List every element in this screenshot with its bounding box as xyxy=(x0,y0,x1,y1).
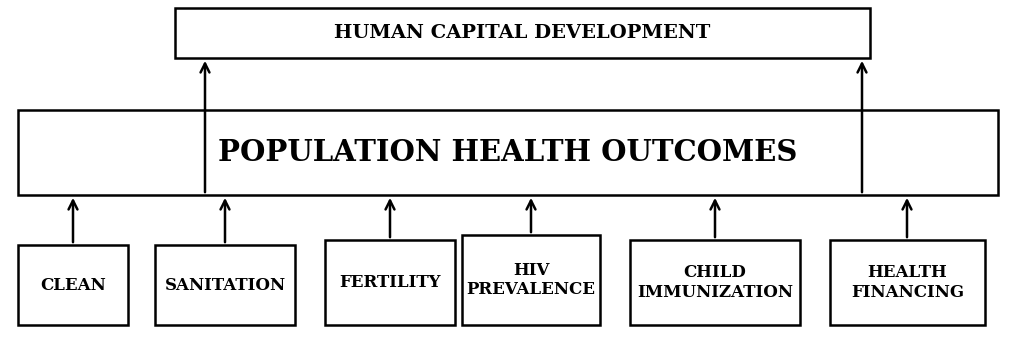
Text: HUMAN CAPITAL DEVELOPMENT: HUMAN CAPITAL DEVELOPMENT xyxy=(334,24,710,42)
Bar xyxy=(462,235,600,325)
Text: FERTILITY: FERTILITY xyxy=(339,274,441,291)
Bar xyxy=(175,8,870,58)
Text: CHILD
IMMUNIZATION: CHILD IMMUNIZATION xyxy=(637,264,793,301)
Text: HIV
PREVALENCE: HIV PREVALENCE xyxy=(466,262,595,298)
Text: SANITATION: SANITATION xyxy=(165,276,285,294)
Text: CLEAN: CLEAN xyxy=(40,276,106,294)
Text: POPULATION HEALTH OUTCOMES: POPULATION HEALTH OUTCOMES xyxy=(218,138,798,167)
Bar xyxy=(18,110,998,195)
Bar xyxy=(830,240,985,325)
Bar xyxy=(325,240,455,325)
Bar xyxy=(630,240,800,325)
Text: HEALTH
FINANCING: HEALTH FINANCING xyxy=(851,264,964,301)
Bar xyxy=(18,245,128,325)
Bar xyxy=(155,245,295,325)
